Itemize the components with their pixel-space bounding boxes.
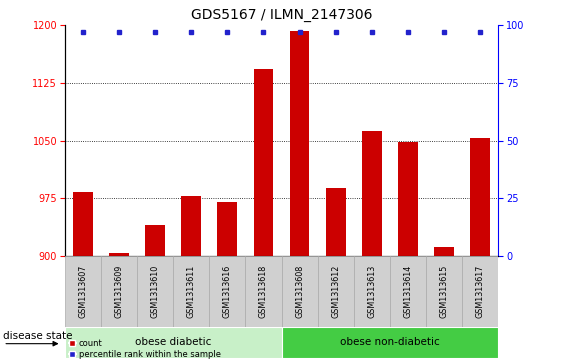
Bar: [326, 188, 346, 256]
Bar: [245, 256, 282, 327]
Title: GDS5167 / ILMN_2147306: GDS5167 / ILMN_2147306: [191, 8, 372, 22]
Bar: [398, 142, 418, 256]
Text: GSM1313610: GSM1313610: [150, 265, 159, 318]
Bar: [65, 327, 282, 358]
Bar: [101, 256, 137, 327]
Text: GSM1313616: GSM1313616: [223, 265, 232, 318]
Bar: [73, 192, 93, 256]
Bar: [145, 225, 165, 256]
Bar: [109, 253, 129, 256]
Text: GSM1313612: GSM1313612: [331, 265, 340, 318]
Bar: [253, 69, 274, 256]
Bar: [173, 256, 209, 327]
Text: GSM1313611: GSM1313611: [187, 265, 196, 318]
Bar: [318, 256, 354, 327]
Bar: [181, 196, 201, 256]
Text: GSM1313617: GSM1313617: [476, 265, 485, 318]
Text: disease state: disease state: [3, 331, 72, 341]
Bar: [462, 256, 498, 327]
Text: GSM1313609: GSM1313609: [114, 265, 123, 318]
Bar: [289, 31, 310, 256]
Text: obese non-diabetic: obese non-diabetic: [340, 337, 440, 347]
Bar: [470, 138, 490, 256]
Bar: [362, 131, 382, 256]
Bar: [65, 256, 101, 327]
Bar: [209, 256, 245, 327]
Bar: [217, 202, 237, 256]
Text: GSM1313618: GSM1313618: [259, 265, 268, 318]
Bar: [282, 256, 318, 327]
Legend: count, percentile rank within the sample: count, percentile rank within the sample: [69, 339, 221, 359]
Text: GSM1313615: GSM1313615: [440, 265, 449, 318]
Text: GSM1313614: GSM1313614: [404, 265, 413, 318]
Text: GSM1313608: GSM1313608: [295, 265, 304, 318]
Bar: [137, 256, 173, 327]
Bar: [390, 256, 426, 327]
Text: GSM1313607: GSM1313607: [78, 265, 87, 318]
Text: obese diabetic: obese diabetic: [135, 337, 211, 347]
Bar: [426, 256, 462, 327]
Bar: [434, 247, 454, 256]
Bar: [282, 327, 498, 358]
Text: GSM1313613: GSM1313613: [367, 265, 376, 318]
Bar: [354, 256, 390, 327]
